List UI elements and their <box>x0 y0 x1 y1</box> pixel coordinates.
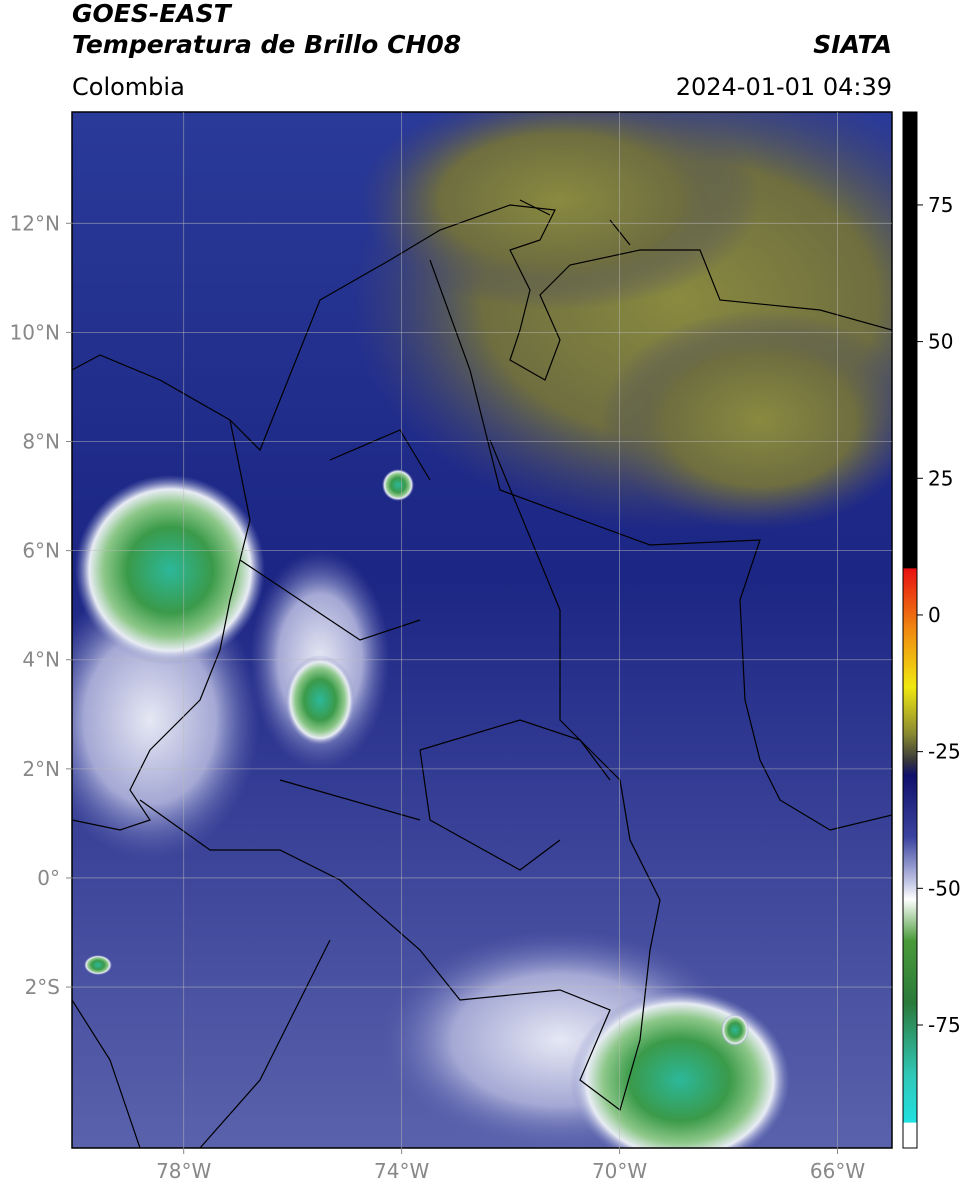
lat-tick-label: 10°N <box>10 320 60 344</box>
map-axes: 78°W 74°W 70°W 66°W 12°N 10°N 8°N 6°N 4°N 2°N 0° 2°… <box>10 112 892 1183</box>
colorbar-tick-label: -75 <box>928 1013 961 1037</box>
map-frame <box>71 111 893 1149</box>
lon-tick-label: 66°W <box>810 1159 865 1183</box>
colorbar-tick-label: 0 <box>928 603 941 627</box>
colorbar-tick-label: 50 <box>928 330 953 354</box>
colorbar-tick-label: -25 <box>928 740 961 764</box>
lat-tick-label: 12°N <box>10 211 60 235</box>
colorbar <box>902 111 918 1149</box>
satellite-image <box>72 112 892 1148</box>
colorbar-tick-label: -50 <box>928 876 961 900</box>
region-label: Colombia <box>72 73 185 101</box>
colorbar-tick-label: 25 <box>928 466 953 490</box>
lat-tick-label: 2°S <box>25 975 60 999</box>
source-label: SIATA <box>813 30 892 59</box>
lat-tick-label: 6°N <box>22 539 60 563</box>
lon-tick-label: 70°W <box>592 1159 647 1183</box>
lat-tick-label: 0° <box>37 866 60 890</box>
satellite-title: GOES-EAST <box>72 0 233 28</box>
lat-tick-label: 8°N <box>22 430 60 454</box>
lon-tick-label: 74°W <box>374 1159 429 1183</box>
colorbar-tick-label: 75 <box>928 193 953 217</box>
lon-tick-label: 78°W <box>156 1159 211 1183</box>
colorbar-axis: 75 50 25 0 -25 -50 -75 <box>917 193 961 1037</box>
datetime-label: 2024-01-01 04:39 <box>676 73 892 101</box>
product-title: Temperatura de Brillo CH08 <box>72 30 461 59</box>
lat-tick-label: 4°N <box>22 648 60 672</box>
lat-tick-label: 2°N <box>22 757 60 781</box>
